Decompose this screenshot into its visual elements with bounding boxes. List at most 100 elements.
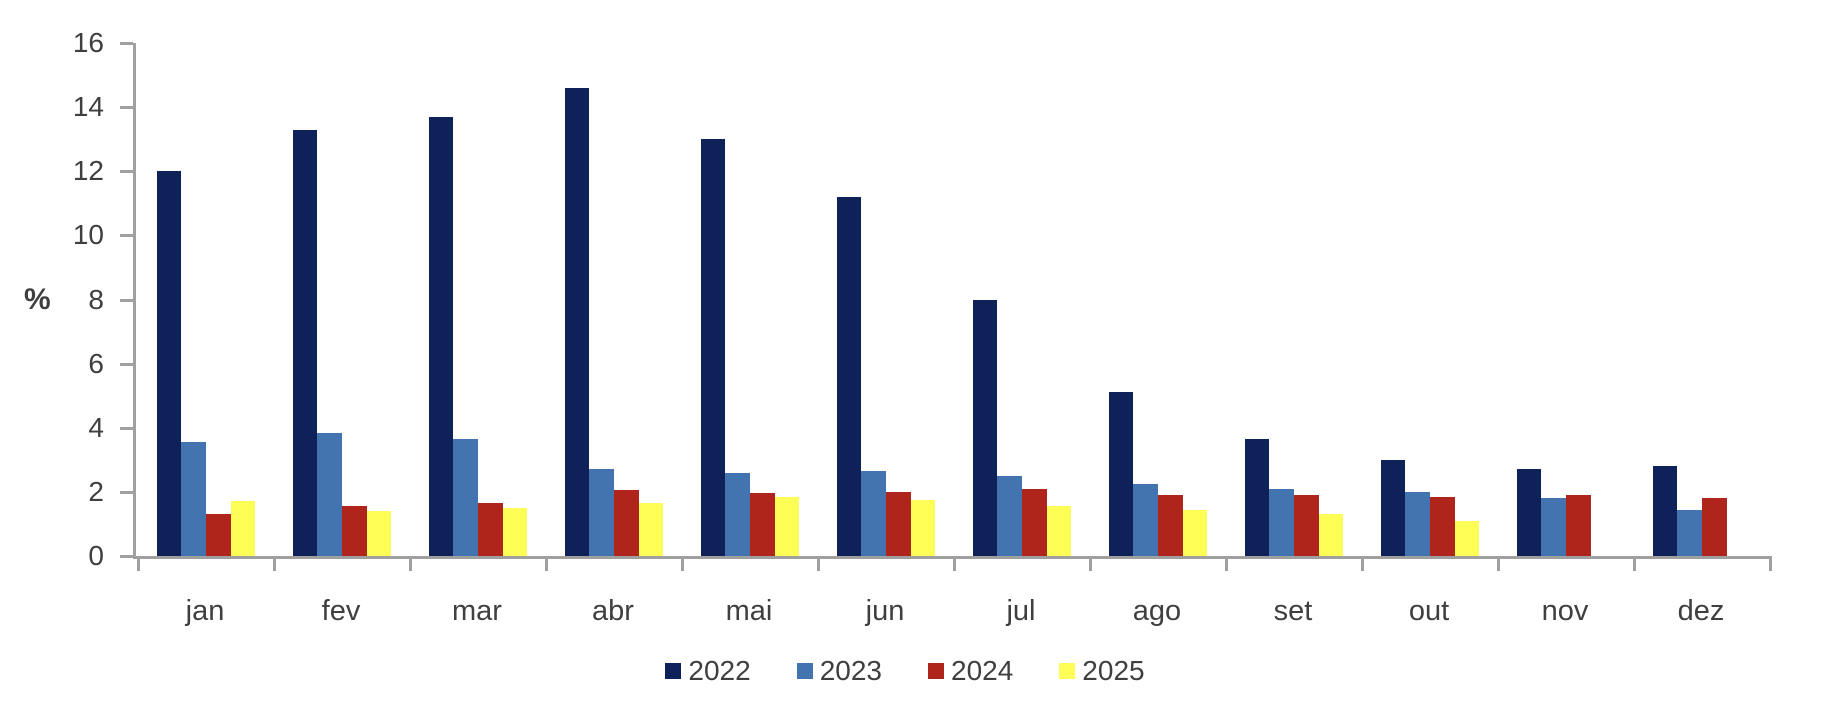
bar-2022-ago <box>1108 392 1134 556</box>
legend-item-2025: 2025 <box>1059 655 1145 687</box>
y-tick-label: 8 <box>88 283 104 315</box>
legend-swatch-2022 <box>665 663 682 679</box>
bar-2025-abr <box>638 503 664 556</box>
bar-2022-mai <box>700 139 726 556</box>
bar-2022-abr <box>564 87 590 556</box>
x-cat-label-jun: jun <box>865 595 905 627</box>
legend-item-2023: 2023 <box>796 655 882 687</box>
x-cat-label-jul: jul <box>1006 595 1036 627</box>
bar-2023-jul <box>997 475 1022 556</box>
x-axis-tick <box>1497 559 1500 571</box>
x-axis-tick <box>545 559 548 571</box>
legend: 2022 2023 2024 2025 <box>0 655 1810 687</box>
bar-2025-out <box>1454 520 1480 556</box>
x-axis-tick <box>817 559 820 571</box>
bar-2022-set <box>1244 438 1270 556</box>
y-tick-label: 2 <box>88 475 104 507</box>
x-axis-tick <box>1089 559 1092 571</box>
y-axis-tick <box>120 234 133 238</box>
bar-2025-jun <box>910 499 936 556</box>
x-cat-label-out: out <box>1408 595 1450 627</box>
bar-2024-jan <box>205 514 231 556</box>
bar-2022-jun <box>836 196 862 556</box>
legend-label: 2024 <box>951 655 1014 686</box>
bar-2025-fev <box>366 511 392 556</box>
bar-2023-mar <box>453 438 478 556</box>
bar-2024-mai <box>749 493 775 556</box>
y-axis-title: % <box>24 283 51 316</box>
x-axis-tick <box>953 559 956 571</box>
bar-2025-jul <box>1046 506 1072 556</box>
legend-label: 2025 <box>1082 655 1145 686</box>
legend-swatch-2023 <box>796 663 813 679</box>
x-cat-label-nov: nov <box>1541 595 1589 627</box>
x-cat-label-ago: ago <box>1132 595 1182 627</box>
bar-2024-fev <box>341 506 367 556</box>
legend-swatch-2025 <box>1059 663 1076 679</box>
x-cat-label-mar: mar <box>452 595 502 627</box>
legend-item-2024: 2024 <box>928 655 1013 687</box>
y-tick-label: 12 <box>72 155 104 187</box>
bar-2024-jul <box>1021 488 1047 556</box>
x-axis-tick <box>137 559 140 571</box>
bar-2025-mar <box>502 507 528 556</box>
bar-2024-mar <box>477 503 503 556</box>
x-cat-label-set: set <box>1273 595 1313 627</box>
bar-2024-set <box>1293 495 1319 556</box>
bar-2024-abr <box>613 490 639 556</box>
y-axis-tick <box>120 170 133 174</box>
bar-2023-set <box>1269 488 1294 556</box>
x-cat-label-fev: fev <box>321 595 361 627</box>
bar-2024-nov <box>1565 495 1591 556</box>
bar-2022-jan <box>156 171 182 556</box>
bar-2025-ago <box>1182 509 1208 556</box>
bar-2022-jul <box>972 299 998 556</box>
legend-label: 2023 <box>819 655 882 686</box>
x-axis-tick <box>1361 559 1364 571</box>
bar-2023-out <box>1405 491 1430 556</box>
bar-2023-abr <box>589 469 614 556</box>
y-tick-label: 10 <box>72 219 104 251</box>
x-cat-label-abr: abr <box>592 595 634 627</box>
bar-2023-ago <box>1133 483 1158 556</box>
bar-2024-jun <box>885 491 911 556</box>
legend-item-2022: 2022 <box>665 655 751 687</box>
bar-2022-fev <box>292 129 318 556</box>
bar-2024-ago <box>1157 495 1183 556</box>
x-axis-tick <box>681 559 684 571</box>
bar-2025-set <box>1318 514 1344 556</box>
legend-swatch-2024 <box>928 663 944 679</box>
y-axis-tick <box>120 555 133 558</box>
bar-2023-jun <box>861 471 886 556</box>
y-axis-tick <box>120 362 133 366</box>
bar-2022-dez <box>1652 466 1678 556</box>
bar-2023-nov <box>1541 498 1566 556</box>
y-axis-line <box>133 43 136 559</box>
bar-2022-nov <box>1516 469 1542 556</box>
bar-2024-dez <box>1701 498 1727 556</box>
y-axis-tick <box>120 42 133 45</box>
y-tick-label: 16 <box>72 27 104 58</box>
y-axis-tick <box>120 426 133 430</box>
bar-2023-mai <box>725 472 750 556</box>
x-axis-tick <box>273 559 276 571</box>
bar-2023-jan <box>181 442 206 556</box>
y-tick-label: 6 <box>88 347 104 379</box>
x-cat-label-mai: mai <box>725 595 773 627</box>
bar-2025-mai <box>774 496 800 556</box>
y-axis-tick <box>120 298 133 302</box>
bar-2022-out <box>1380 459 1406 556</box>
y-axis-tick <box>120 490 133 494</box>
bar-2025-jan <box>230 501 256 556</box>
bar-2024-out <box>1429 496 1455 556</box>
y-tick-label: 0 <box>88 540 104 571</box>
x-cat-label-dez: dez <box>1677 595 1725 627</box>
x-axis-tick <box>409 559 412 571</box>
y-tick-label: 14 <box>72 91 104 123</box>
bar-2023-fev <box>317 432 342 556</box>
legend-label: 2022 <box>688 655 751 686</box>
x-axis-line <box>133 556 1772 559</box>
x-cat-label-jan: jan <box>185 595 225 627</box>
y-tick-label: 4 <box>88 411 104 443</box>
